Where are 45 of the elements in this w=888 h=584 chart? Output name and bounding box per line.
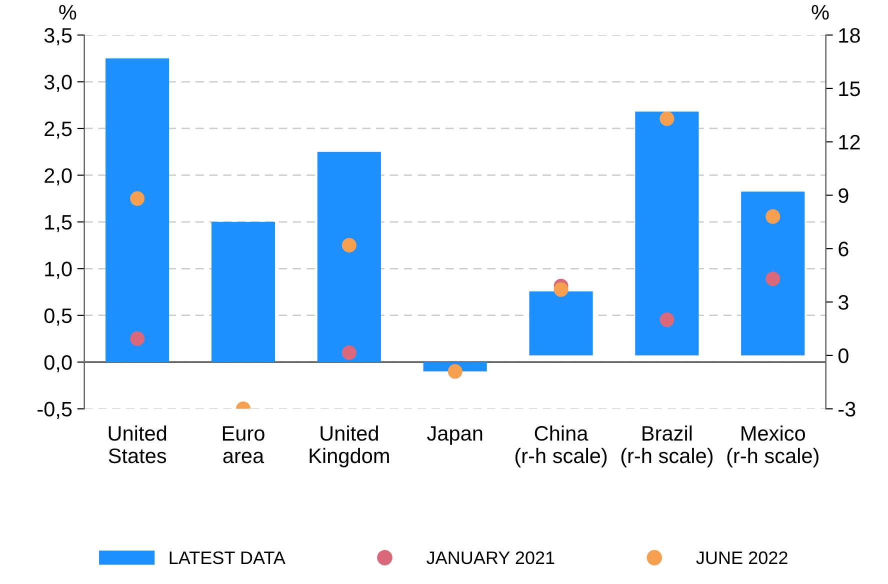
y-tick-label: 0,5 [44, 308, 72, 326]
y2-tick-label: 12 [839, 134, 860, 150]
bar [529, 291, 593, 356]
point [660, 312, 674, 328]
y-tick-label: 3,5 [44, 28, 72, 46]
y-tick-label: 1,5 [45, 215, 72, 232]
bar [317, 152, 381, 362]
y-axis-title: % [59, 5, 76, 20]
point [130, 191, 145, 206]
y2-tick-label: 18 [839, 28, 860, 43]
point [448, 364, 462, 379]
point [766, 272, 780, 286]
y-tick-label: 3,0 [44, 74, 72, 92]
y-tick-label: 2,0 [44, 168, 72, 186]
x-tick-label: Mexico (r-h scale) [727, 425, 818, 468]
y2-tick-label: 0 [838, 348, 848, 364]
y2-tick-label: 6 [838, 242, 848, 256]
y2-tick-label: 9 [838, 188, 848, 203]
point [130, 331, 145, 346]
y2-tick-label: 3 [838, 295, 848, 310]
x-tick-label: Euro area [222, 426, 264, 464]
point [554, 282, 568, 297]
y-tick-label: 0,0 [44, 355, 72, 372]
x-tick-label: United States [108, 425, 166, 464]
point [342, 238, 356, 253]
y2-axis-title: % [812, 5, 829, 20]
y-tick-label: 2,5 [44, 121, 72, 139]
x-tick-label: Brazil (r-h scale) [621, 425, 713, 468]
legend-label: JUNE 2022 [696, 551, 788, 564]
point [342, 345, 356, 360]
y2-tick-label: -3 [838, 402, 856, 417]
bar [635, 112, 699, 356]
x-tick-label: United Kingdom [310, 425, 389, 468]
y-tick-label: 1,0 [45, 262, 72, 279]
point [660, 111, 674, 126]
bar [741, 192, 805, 356]
y2-tick-label: 15 [839, 82, 860, 96]
x-tick-label: China (r-h scale) [515, 425, 607, 468]
y-tick-label: -0,5 [38, 402, 72, 420]
bar [106, 58, 170, 362]
point [766, 209, 780, 224]
x-tick-label: Japan [427, 426, 482, 445]
legend-label: JANUARY 2021 [426, 551, 554, 564]
legend-label: LATEST DATA [170, 551, 286, 564]
bar [211, 222, 276, 362]
